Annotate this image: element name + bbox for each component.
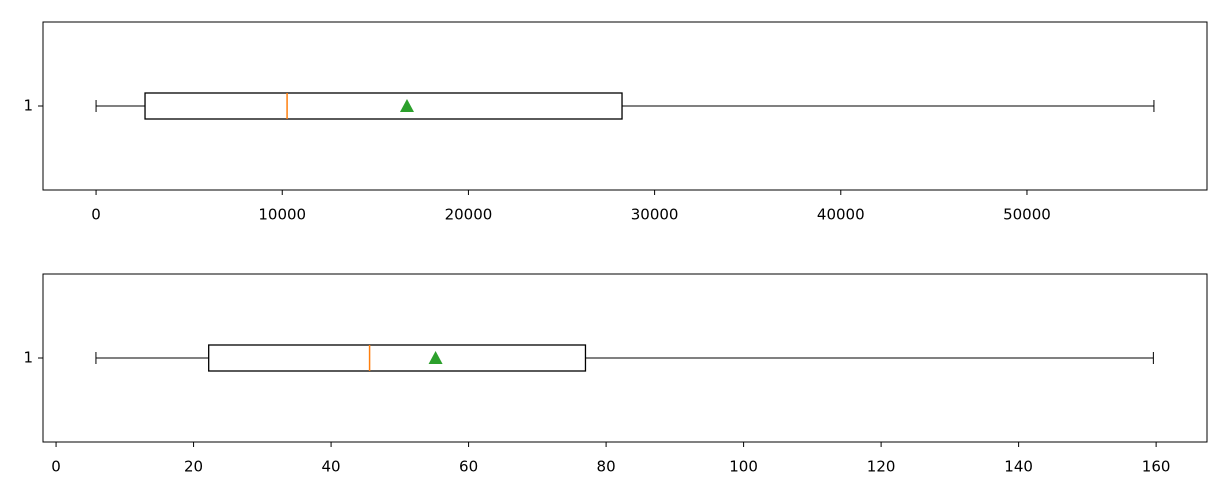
x-tick-label: 10000 — [258, 206, 306, 224]
x-tick-label: 20 — [184, 458, 203, 476]
x-tick-label: 0 — [51, 458, 61, 476]
mean-marker — [399, 99, 414, 112]
y-tick-label: 1 — [23, 349, 33, 367]
x-tick-label: 20000 — [445, 206, 493, 224]
box — [208, 344, 587, 372]
x-tick-label: 60 — [459, 458, 478, 476]
x-tick-label: 0 — [91, 206, 101, 224]
x-tick-label: 160 — [1142, 458, 1171, 476]
x-tick-label: 100 — [729, 458, 758, 476]
x-tick-label: 30000 — [631, 206, 679, 224]
x-tick-label: 40 — [322, 458, 341, 476]
x-tick-label: 80 — [597, 458, 616, 476]
mean-marker — [428, 351, 443, 364]
x-tick-label: 50000 — [1003, 206, 1051, 224]
x-tick-label: 140 — [1004, 458, 1033, 476]
x-tick-label: 40000 — [817, 206, 865, 224]
x-tick-label: 120 — [867, 458, 896, 476]
y-tick-label: 1 — [23, 97, 33, 115]
box — [144, 92, 623, 120]
